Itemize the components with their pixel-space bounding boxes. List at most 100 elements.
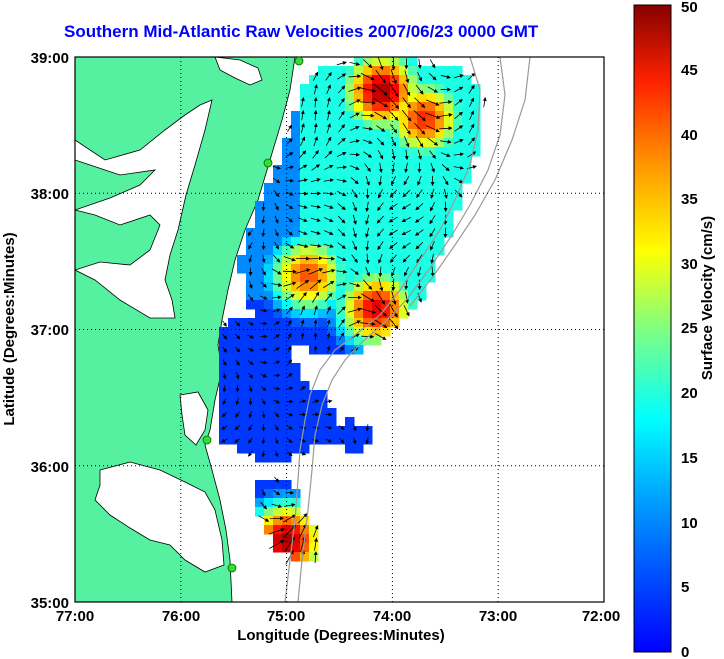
velocity-arrow [401, 229, 411, 236]
velocity-arrow [351, 189, 358, 199]
velocity-cell [264, 228, 274, 238]
velocity-arrow [312, 525, 319, 538]
velocity-cell [363, 183, 373, 193]
velocity-cell [399, 246, 409, 256]
velocity-cell [327, 426, 337, 436]
velocity-cell [291, 327, 301, 337]
velocity-arrow [467, 151, 477, 158]
velocity-cell [381, 183, 391, 193]
velocity-arrow [365, 424, 370, 432]
velocity-cell [444, 84, 454, 94]
velocity-cell [228, 327, 238, 337]
velocity-arrow [297, 513, 308, 524]
velocity-cell [255, 435, 265, 445]
velocity-arrow [363, 279, 373, 290]
velocity-cell [399, 273, 409, 283]
colorbar-tick-label: 0 [681, 644, 689, 659]
velocity-arrow [298, 523, 307, 539]
velocity-cell [372, 156, 382, 166]
velocity-arrow [404, 267, 409, 277]
velocity-cell [309, 309, 319, 319]
velocity-cell [399, 228, 409, 238]
velocity-cell [354, 291, 364, 301]
velocity-cell [291, 228, 301, 238]
velocity-cell [354, 237, 364, 247]
velocity-arrow [376, 125, 386, 132]
velocity-arrow [429, 228, 436, 238]
velocity-arrow [234, 438, 241, 443]
velocity-cell [309, 399, 319, 409]
velocity-cell [417, 210, 427, 220]
velocity-cell [327, 165, 337, 175]
velocity-cell [372, 84, 382, 94]
velocity-arrow [378, 266, 383, 278]
velocity-cell [390, 147, 400, 157]
velocity-cell [291, 120, 301, 130]
velocity-cell [255, 399, 265, 409]
velocity-cell [462, 75, 472, 85]
velocity-cell [408, 75, 418, 85]
velocity-arrow [248, 450, 253, 457]
velocity-cell [363, 84, 373, 94]
velocity-arrow [300, 319, 305, 327]
velocity-cell [345, 165, 355, 175]
velocity-arrow [273, 411, 280, 418]
velocity-cell [255, 426, 265, 436]
velocity-arrow [373, 83, 388, 96]
velocity-cell [363, 102, 373, 112]
velocity-cell [264, 246, 274, 256]
velocity-cell [336, 138, 346, 148]
velocity-cell [417, 228, 427, 238]
velocity-cell [255, 228, 265, 238]
velocity-cell [300, 102, 310, 112]
velocity-arrow [389, 242, 398, 249]
velocity-arrow [351, 254, 358, 263]
velocity-cell [462, 156, 472, 166]
velocity-cell [237, 435, 247, 445]
velocity-cell [273, 417, 283, 427]
velocity-cell [408, 219, 418, 229]
velocity-cell [318, 318, 328, 328]
velocity-cell [318, 183, 328, 193]
velocity-arrow [391, 162, 396, 174]
velocity-cell [318, 93, 328, 103]
velocity-arrow [388, 229, 398, 236]
velocity-cell [228, 345, 238, 355]
x-tick-label: 77:00 [56, 608, 94, 625]
velocity-cell [345, 129, 355, 139]
velocity-cell [309, 291, 319, 301]
velocity-arrow [286, 306, 293, 315]
velocity-cell [318, 138, 328, 148]
velocity-arrow [261, 411, 266, 419]
velocity-cell [309, 273, 319, 283]
velocity-arrow [299, 451, 307, 456]
velocity-cell [381, 318, 391, 328]
velocity-arrow [454, 86, 464, 93]
velocity-arrow [282, 269, 297, 274]
velocity-arrow [378, 57, 384, 71]
velocity-cell [345, 174, 355, 184]
velocity-arrow [428, 72, 437, 81]
velocity-cell [336, 165, 346, 175]
velocity-cell [291, 300, 301, 310]
velocity-cell [300, 111, 310, 121]
velocity-cell [426, 201, 436, 211]
velocity-arrow [312, 149, 319, 159]
velocity-cell [291, 516, 301, 526]
velocity-cell [345, 426, 355, 436]
velocity-cell [354, 84, 364, 94]
velocity-cell [318, 156, 328, 166]
velocity-cell [372, 264, 382, 274]
velocity-cell [426, 255, 436, 265]
velocity-cell [264, 291, 274, 301]
velocity-cell [390, 237, 400, 247]
velocity-arrow [348, 99, 361, 106]
y-tick-labels: 39:00 38:00 37:00 36:00 35:00 [31, 50, 69, 612]
velocity-cell [291, 147, 301, 157]
velocity-cell [273, 426, 283, 436]
velocity-cell [282, 516, 292, 526]
velocity-arrow [247, 334, 255, 339]
velocity-arrow [425, 99, 440, 106]
velocity-cell [363, 129, 373, 139]
